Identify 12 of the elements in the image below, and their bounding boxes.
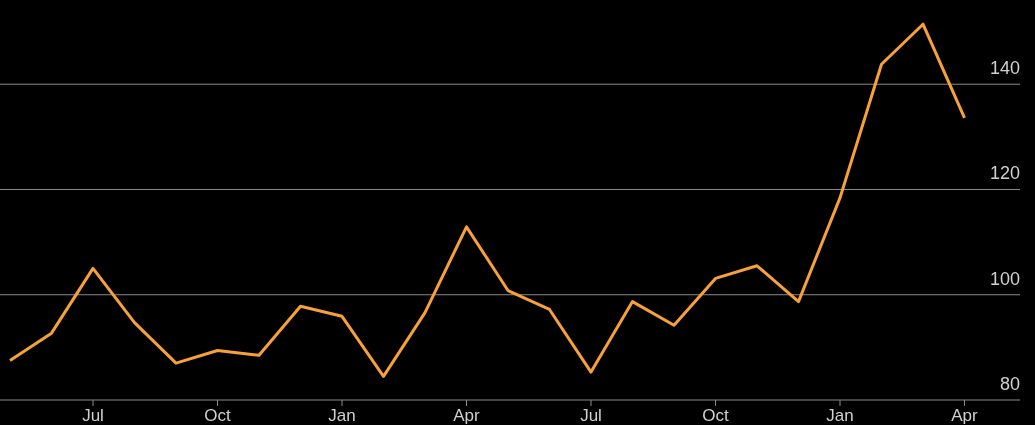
x-tick-label: Jul [580,406,602,425]
y-tick-label: 80 [999,374,1020,394]
x-tick-label: Apr [951,406,979,425]
x-tick-label: Apr [453,406,481,425]
y-tick-label: 120 [989,163,1020,184]
x-tick-label: Jan [826,406,854,425]
x-tick-label: Oct [702,406,729,425]
y-tick-label: 100 [989,268,1020,289]
x-tick-label: Jan [328,406,356,425]
x-tick-label: Oct [204,406,231,425]
y-tick-label: 140 [989,58,1020,79]
x-tick-label: Jul [82,406,104,425]
